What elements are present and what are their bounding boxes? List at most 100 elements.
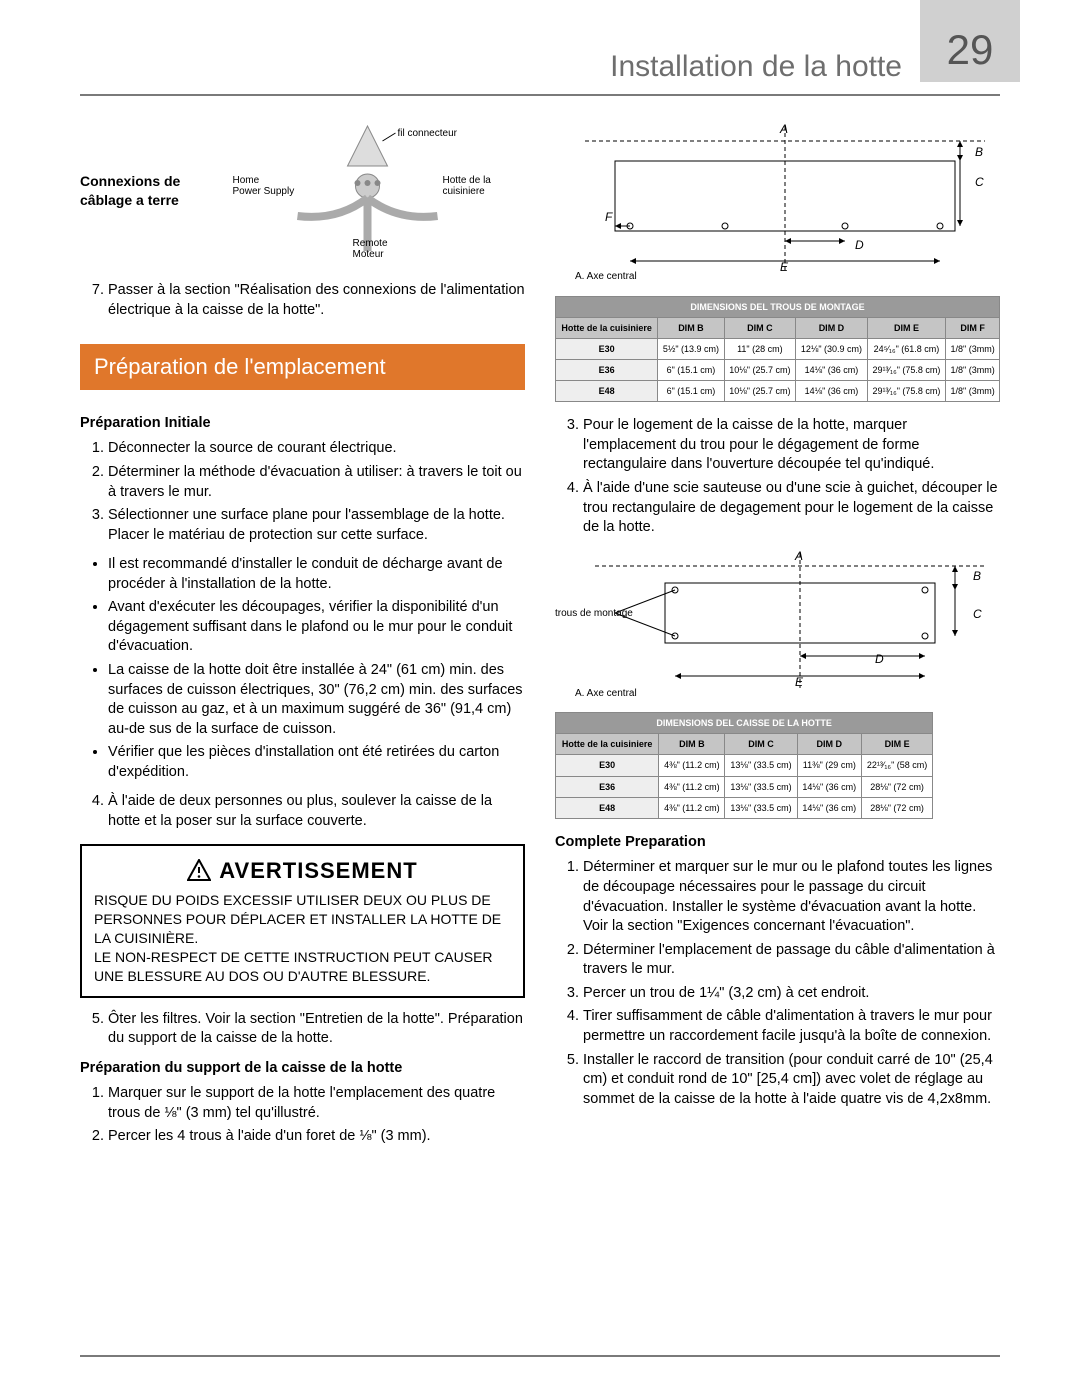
- svg-text:D: D: [855, 238, 864, 252]
- table-cell: E30: [556, 338, 658, 359]
- table-cell: 10⅛" (25.7 cm): [724, 359, 796, 380]
- complete-1: Déterminer et marquer sur le mur ou le p…: [583, 858, 1000, 936]
- table-cell: 4⅜" (11.2 cm): [659, 797, 725, 818]
- right-column: A B C F D E A. Axe central DIMENSIONS DE…: [555, 121, 1000, 1157]
- svg-text:A: A: [779, 122, 788, 136]
- wiring-label: Connexions de câblage a terre: [80, 172, 200, 210]
- bullet-3: La caisse de la hotte doit être installé…: [108, 661, 525, 739]
- svg-text:B: B: [973, 569, 981, 583]
- table-cell: 5½" (13.9 cm): [658, 338, 724, 359]
- warning-icon: [187, 859, 211, 881]
- step-4: À l'aide de deux personnes ou plus, soul…: [108, 792, 525, 831]
- svg-text:A. Axe central: A. Axe central: [575, 271, 637, 281]
- complete-3: Percer un trou de 1¼" (3,2 cm) à cet end…: [583, 984, 1000, 1004]
- prep-list-cont: À l'aide de deux personnes ou plus, soul…: [80, 792, 525, 831]
- table-cell: 24⁵⁄₁₆" (61.8 cm): [867, 338, 946, 359]
- support-list: Marquer sur le support de la hotte l'emp…: [80, 1084, 525, 1147]
- table-cell: 1/8" (3mm): [946, 381, 1000, 402]
- table-cell: E36: [556, 776, 659, 797]
- prep-title: Préparation Initiale: [80, 414, 525, 434]
- table-cell: 1/8" (3mm): [946, 338, 1000, 359]
- housing-dimensions-table: DIMENSIONS DEL CAISSE DE LA HOTTE Hotte …: [555, 712, 933, 819]
- table-cell: 4⅜" (11.2 cm): [659, 776, 725, 797]
- svg-text:F: F: [605, 210, 613, 224]
- step-7-list: Passer à la section "Réalisation des con…: [80, 281, 525, 320]
- complete-5: Installer le raccord de transition (pour…: [583, 1051, 1000, 1110]
- wiring-diagram-row: Connexions de câblage a terre fil connec…: [80, 121, 525, 261]
- table-cell: 14⅛" (36 cm): [797, 797, 861, 818]
- table-cell: 11" (28 cm): [724, 338, 796, 359]
- svg-text:Remote: Remote: [353, 238, 388, 249]
- left-column: Connexions de câblage a terre fil connec…: [80, 121, 525, 1157]
- table2-title: DIMENSIONS DEL CAISSE DE LA HOTTE: [556, 713, 933, 734]
- svg-text:C: C: [975, 175, 984, 189]
- complete-2: Déterminer l'emplacement de passage du c…: [583, 941, 1000, 980]
- svg-text:Hotte de la: Hotte de la: [443, 175, 492, 186]
- footer-rule: [80, 1355, 1000, 1357]
- table-cell: 29¹³⁄₁₆" (75.8 cm): [867, 381, 946, 402]
- prep-list: Déconnecter la source de courant électri…: [80, 439, 525, 545]
- table-cell: 28⅛" (72 cm): [861, 797, 932, 818]
- bullet-1: Il est recommandé d'installer le conduit…: [108, 555, 525, 594]
- table-cell: 14⅛" (36 cm): [797, 776, 861, 797]
- svg-text:C: C: [973, 607, 982, 621]
- table-cell: 6" (15.1 cm): [658, 381, 724, 402]
- table-cell: 14⅛" (36 cm): [796, 381, 868, 402]
- complete-4: Tirer suffisamment de câble d'alimentati…: [583, 1007, 1000, 1046]
- table-cell: 10⅛" (25.7 cm): [724, 381, 796, 402]
- table-cell: 4⅜" (11.2 cm): [659, 755, 725, 776]
- step-5: Ôter les filtres. Voir la section "Entre…: [108, 1010, 525, 1049]
- svg-text:trous de montage: trous de montage: [555, 608, 633, 619]
- prep-item-1: Déconnecter la source de courant électri…: [108, 439, 525, 459]
- table-cell: E48: [556, 381, 658, 402]
- svg-text:Power Supply: Power Supply: [233, 186, 295, 197]
- table-cell: E36: [556, 359, 658, 380]
- prep-item-2: Déterminer la méthode d'évacuation à uti…: [108, 463, 525, 502]
- table-cell: 1/8" (3mm): [946, 359, 1000, 380]
- prep-bullets: Il est recommandé d'installer le conduit…: [80, 555, 525, 782]
- table-cell: 29¹³⁄₁₆" (75.8 cm): [867, 359, 946, 380]
- table-cell: 28⅛" (72 cm): [861, 776, 932, 797]
- prep-list-5: Ôter les filtres. Voir la section "Entre…: [80, 1010, 525, 1049]
- section-band: Préparation de l'emplacement: [80, 344, 525, 390]
- prep-item-3: Sélectionner une surface plane pour l'as…: [108, 506, 525, 545]
- page-number: 29: [920, 0, 1020, 82]
- svg-text:A. Axe central: A. Axe central: [575, 688, 637, 698]
- svg-text:E: E: [795, 675, 804, 689]
- svg-text:B: B: [975, 145, 983, 159]
- support-item-2: Percer les 4 trous à l'aide d'un foret d…: [108, 1127, 525, 1147]
- step-7: Passer à la section "Réalisation des con…: [108, 281, 525, 320]
- svg-text:Moteur: Moteur: [353, 249, 385, 260]
- bullet-4: Vérifier que les pièces d'installation o…: [108, 743, 525, 782]
- page-header: Installation de la hotte 29: [80, 50, 1000, 96]
- svg-text:E: E: [780, 260, 789, 274]
- table-cell: 22¹³⁄₁₆" (58 cm): [861, 755, 932, 776]
- svg-text:cuisiniere: cuisiniere: [443, 186, 486, 197]
- page-title: Installation de la hotte: [80, 50, 920, 84]
- table-cell: 11⅜" (29 cm): [797, 755, 861, 776]
- warning-title-text: AVERTISSEMENT: [219, 856, 417, 886]
- table-cell: 6" (15.1 cm): [658, 359, 724, 380]
- table-cell: E48: [556, 797, 659, 818]
- complete-list: Déterminer et marquer sur le mur ou le p…: [555, 858, 1000, 1109]
- support-title: Préparation du support de la caisse de l…: [80, 1059, 525, 1079]
- mounting-dimensions-table: DIMENSIONS DEL TROUS DE MONTAGE Hotte de…: [555, 296, 1000, 403]
- support-item-1: Marquer sur le support de la hotte l'emp…: [108, 1084, 525, 1123]
- svg-text:fil connecteur: fil connecteur: [398, 128, 458, 139]
- table1-title: DIMENSIONS DEL TROUS DE MONTAGE: [556, 296, 1000, 317]
- mounting-holes-diagram: A B C F D E A. Axe central: [555, 121, 1000, 281]
- warning-title: AVERTISSEMENT: [94, 856, 511, 886]
- wiring-diagram: fil connecteur Home Power Supply Hotte d…: [210, 121, 525, 261]
- right-step-3: Pour le logement de la caisse de la hott…: [583, 416, 1000, 475]
- svg-text:D: D: [875, 652, 884, 666]
- warning-body: RISQUE DU POIDS EXCESSIF UTILISER DEUX O…: [94, 891, 511, 985]
- table-cell: 14⅛" (36 cm): [796, 359, 868, 380]
- svg-text:Home: Home: [233, 175, 260, 186]
- bullet-2: Avant d'exécuter les découpages, vérifie…: [108, 598, 525, 657]
- table-cell: E30: [556, 755, 659, 776]
- table-cell: 13⅛" (33.5 cm): [725, 776, 797, 797]
- right-steps-a: Pour le logement de la caisse de la hott…: [555, 416, 1000, 537]
- right-step-4: À l'aide d'une scie sauteuse ou d'une sc…: [583, 479, 1000, 538]
- warning-box: AVERTISSEMENT RISQUE DU POIDS EXCESSIF U…: [80, 844, 525, 998]
- complete-title: Complete Preparation: [555, 833, 1000, 853]
